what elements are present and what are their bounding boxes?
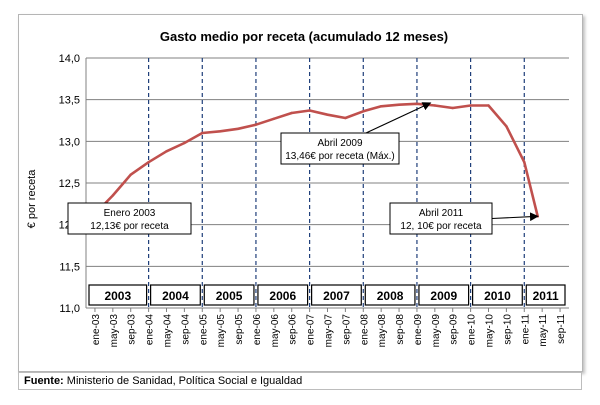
data-point [111, 194, 115, 197]
x-tick-label: may-06 [270, 314, 281, 348]
year-box [418, 284, 470, 306]
year-label: 2008 [377, 289, 404, 303]
year-box [203, 284, 255, 306]
year-label: 2010 [484, 289, 511, 303]
data-point [433, 104, 437, 107]
annotation-arrow [365, 102, 432, 134]
data-point [165, 150, 168, 153]
line-chart: Gasto medio por receta (acumulado 12 mes… [26, 29, 569, 348]
x-tick-label: ene-03 [91, 314, 102, 346]
year-box [257, 284, 309, 306]
annotation-box [389, 202, 493, 235]
x-tick-label: sep-09 [449, 314, 460, 345]
data-point [415, 102, 419, 106]
annotation-value: 12, 10€ por receta [400, 221, 482, 232]
x-tick-label: ene-10 [467, 314, 478, 346]
annotation-value: 13,46€ por receta (Máx.) [285, 151, 395, 162]
y-tick-label: 11,0 [59, 303, 80, 315]
data-point [362, 110, 365, 113]
y-tick-label: 11,5 [59, 261, 80, 273]
y-tick-label: 13,0 [59, 136, 80, 148]
annotation-title: Abril 2011 [419, 208, 464, 219]
x-tick-label: may-04 [163, 314, 174, 348]
x-tick-label: may-10 [485, 314, 496, 348]
year-label: 2003 [104, 289, 131, 303]
annotations: Enero 2003 12,13€ por receta Abril 2009 13,… [67, 102, 539, 235]
x-tick-label: ene-04 [145, 314, 156, 346]
year-box [364, 284, 416, 306]
x-tick-label: sep-11 [556, 314, 567, 344]
year-box [88, 284, 148, 306]
x-tick-label: sep-07 [341, 314, 352, 345]
source-footer: Fuente: Ministerio de Sanidad, Política … [18, 372, 582, 390]
x-tick-label: sep-05 [234, 314, 245, 345]
year-labels: 2003 2004 2005 2006 2007 2008 2009 2010 2011 [88, 284, 566, 306]
data-point [523, 160, 526, 164]
x-tick-label: may-07 [324, 314, 335, 348]
x-tick-label: ene-05 [198, 314, 209, 346]
year-label: 2011 [533, 289, 559, 303]
data-point [254, 123, 258, 126]
x-tick-label: may-08 [377, 314, 388, 348]
x-tick-label: sep-04 [180, 314, 191, 345]
year-label: 2004 [162, 289, 189, 303]
x-tick-label: may-09 [431, 314, 442, 348]
x-tick-label: may-03 [109, 314, 120, 348]
data-point [236, 127, 240, 131]
x-tick-label: ene-08 [359, 314, 370, 346]
year-box [472, 284, 523, 306]
y-axis-label: € por receta [26, 169, 38, 229]
annotation-box [67, 202, 192, 235]
y-tick-label: 14,0 [59, 53, 80, 65]
data-point [487, 104, 490, 107]
source-text: Fuente: Ministerio de Sanidad, Política … [24, 375, 302, 387]
data-point [505, 125, 508, 128]
source-label: Fuente: [24, 375, 64, 387]
x-tick-label: sep-10 [502, 314, 513, 345]
x-tick-label: ene-11 [520, 314, 531, 345]
data-point [397, 103, 401, 106]
year-label: 2006 [269, 289, 296, 303]
y-tick-label: 13,5 [59, 95, 80, 107]
y-tick-label: 12,5 [59, 178, 80, 190]
data-point [201, 131, 204, 135]
year-label: 2007 [323, 289, 350, 303]
data-point [290, 111, 293, 115]
series-layer [93, 102, 540, 218]
year-box [311, 284, 362, 306]
data-point [344, 116, 347, 120]
data-point [129, 173, 132, 176]
x-tick-label: may-05 [216, 314, 227, 348]
x-tick-label: sep-08 [395, 314, 406, 345]
annotation-value: 12,13€ por receta [90, 221, 169, 232]
year-label: 2009 [430, 289, 457, 303]
x-tick-label: ene-07 [306, 314, 317, 346]
data-point [147, 160, 150, 164]
source-value: Ministerio de Sanidad, Política Social e… [63, 375, 303, 387]
x-tick-label: sep-06 [288, 314, 299, 345]
chart-title: Gasto medio por receta (acumulado 12 mes… [160, 29, 448, 44]
annotation-title: Enero 2003 [104, 208, 156, 219]
x-tick-label: sep-03 [127, 314, 138, 345]
data-point [326, 113, 329, 116]
annotation-box [280, 132, 400, 165]
data-point [379, 105, 383, 108]
x-tick-label: may-11 [538, 314, 549, 347]
x-tick-label: ene-09 [413, 314, 424, 346]
data-point [183, 141, 186, 145]
data-point [469, 104, 472, 107]
year-box [525, 284, 566, 306]
year-label: 2005 [216, 289, 243, 303]
data-point [272, 117, 276, 121]
data-point [308, 109, 311, 112]
annotation-title: Abril 2009 [317, 138, 362, 149]
x-tick-label: ene-06 [252, 314, 263, 346]
annotation-arrow [491, 212, 539, 222]
series-line [93, 102, 540, 218]
year-box [150, 284, 201, 306]
chart-frame: Gasto medio por receta (acumulado 12 mes… [18, 14, 583, 372]
data-point [451, 106, 454, 110]
data-point [218, 130, 222, 133]
